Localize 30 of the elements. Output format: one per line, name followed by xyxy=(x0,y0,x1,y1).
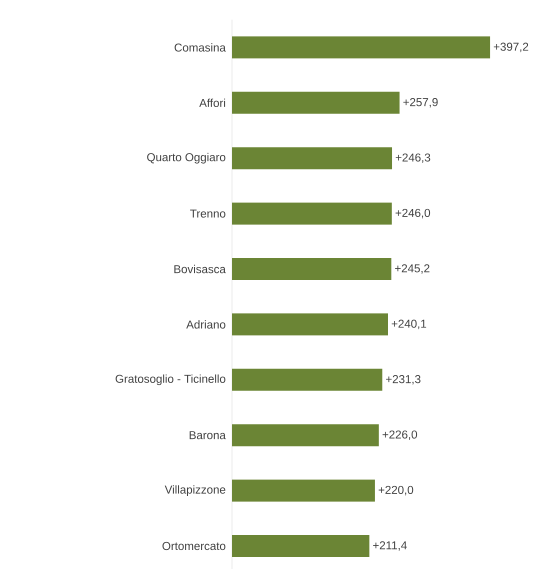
bar xyxy=(232,36,490,58)
bar xyxy=(232,480,375,502)
data-label: +257,9 xyxy=(403,98,438,108)
y-tick-label: Adriano xyxy=(186,320,226,329)
data-label: +246,0 xyxy=(396,208,430,218)
data-label: +226,0 xyxy=(382,430,418,440)
bar xyxy=(232,313,388,336)
y-tick-label: Villapizzone xyxy=(164,485,226,496)
y-tick-label: Gratosoglio - Ticinello xyxy=(116,374,226,386)
bar xyxy=(232,368,382,391)
data-label: +231,3 xyxy=(386,375,420,385)
y-tick-label: Quarto Oggiaro xyxy=(147,152,226,164)
y-tick-label: Bovisasca xyxy=(174,264,226,274)
bar xyxy=(232,258,392,280)
y-tick-label: Ortomercato xyxy=(162,542,226,550)
bar xyxy=(232,535,370,558)
bar xyxy=(232,424,379,446)
data-label: +397,2 xyxy=(494,42,528,52)
data-label: +246,3 xyxy=(396,153,430,163)
bar xyxy=(232,202,392,225)
data-label: +211,4 xyxy=(373,541,407,551)
y-tick-label: Comasina xyxy=(174,43,226,52)
data-label: +240,1 xyxy=(392,320,426,330)
bar xyxy=(232,92,400,114)
y-tick-label: Trenno xyxy=(190,210,226,218)
data-label: +245,2 xyxy=(395,264,430,274)
bar xyxy=(232,147,392,170)
y-tick-label: Affori xyxy=(199,98,226,108)
y-tick-label: Barona xyxy=(190,431,226,440)
data-label: +220,0 xyxy=(378,486,414,496)
